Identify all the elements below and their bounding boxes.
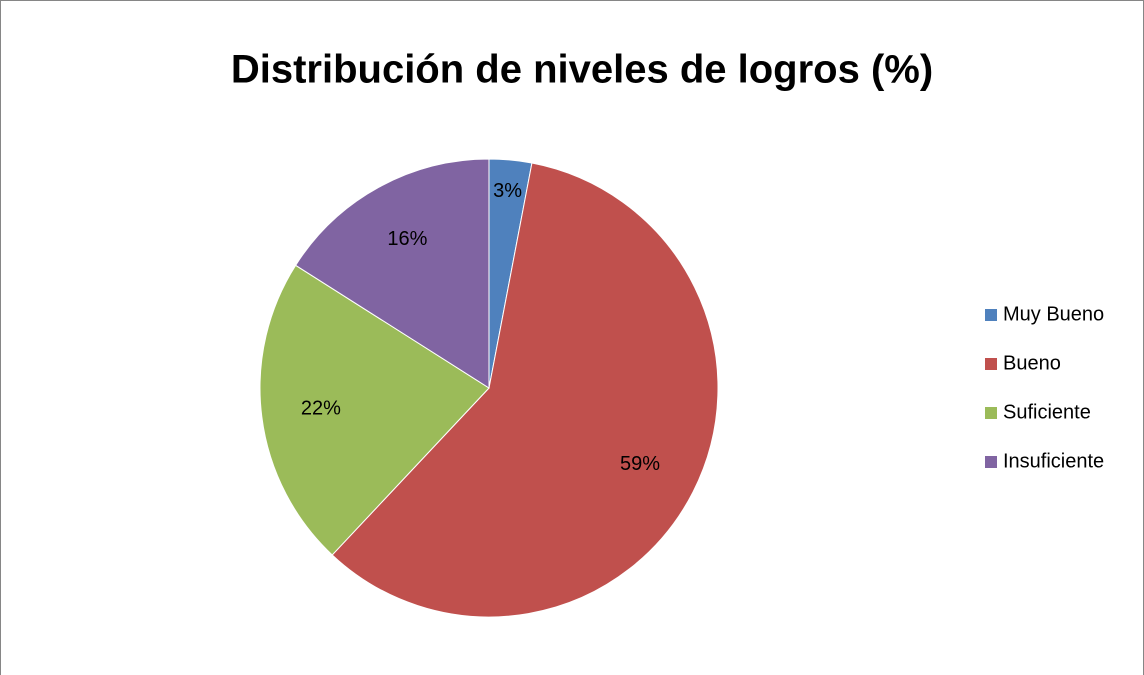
legend-swatch xyxy=(985,456,997,468)
legend-swatch xyxy=(985,407,997,419)
data-label: 22% xyxy=(301,398,341,420)
pie-slice xyxy=(294,158,490,389)
pie-slice xyxy=(331,162,719,618)
data-label: 3% xyxy=(493,180,522,202)
legend-swatch xyxy=(985,309,997,321)
legend-label: Insuficiente xyxy=(1003,450,1104,472)
legend-swatch xyxy=(985,358,997,370)
data-label: 59% xyxy=(620,453,660,475)
legend-label: Muy Bueno xyxy=(1003,303,1104,325)
data-label: 16% xyxy=(387,228,427,250)
legend-label: Bueno xyxy=(1003,352,1061,374)
legend-label: Suficiente xyxy=(1003,401,1091,423)
pie-slice xyxy=(259,264,490,556)
chart-title: Distribución de niveles de logros (%) xyxy=(231,48,933,92)
